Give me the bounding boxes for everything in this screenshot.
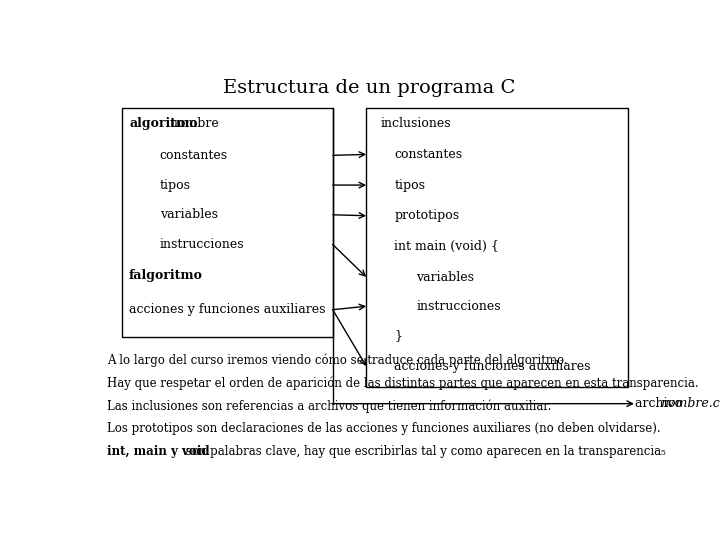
Text: Los prototipos son declaraciones de las acciones y funciones auxiliares (no debe: Los prototipos son declaraciones de las … — [107, 422, 660, 435]
Text: son palabras clave, hay que escribirlas tal y como aparecen en la transparencia₅: son palabras clave, hay que escribirlas … — [182, 446, 666, 458]
Text: instrucciones: instrucciones — [416, 300, 501, 313]
Text: Estructura de un programa C: Estructura de un programa C — [222, 79, 516, 97]
Text: falgoritmo: falgoritmo — [129, 269, 203, 282]
Text: archivo: archivo — [635, 397, 686, 410]
Text: Las inclusiones son referencias a archivos que tienen información auxiliar.: Las inclusiones son referencias a archiv… — [107, 400, 552, 413]
Text: int main (void) {: int main (void) { — [394, 240, 499, 253]
Text: int, main y void: int, main y void — [107, 446, 210, 458]
Text: acciones y funciones auxiliares: acciones y funciones auxiliares — [129, 303, 325, 316]
Text: Hay que respetar el orden de aparición de las distintas partes que aparecen en e: Hay que respetar el orden de aparición d… — [107, 377, 698, 390]
Text: acciones y funciones auxiliares: acciones y funciones auxiliares — [394, 360, 590, 373]
Text: variables: variables — [416, 271, 474, 284]
Text: tipos: tipos — [160, 179, 191, 192]
FancyBboxPatch shape — [366, 109, 629, 387]
Text: nombre.cpp: nombre.cpp — [660, 397, 720, 410]
Text: tipos: tipos — [394, 179, 425, 192]
Text: inclusiones: inclusiones — [380, 117, 451, 130]
Text: constantes: constantes — [160, 149, 228, 162]
Text: constantes: constantes — [394, 148, 462, 161]
FancyBboxPatch shape — [122, 109, 333, 337]
Text: prototipos: prototipos — [394, 209, 459, 222]
Text: instrucciones: instrucciones — [160, 238, 244, 251]
Text: }: } — [394, 329, 402, 342]
Text: variables: variables — [160, 208, 217, 221]
Text: nombre: nombre — [166, 117, 219, 130]
Text: algoritmo: algoritmo — [129, 117, 197, 130]
Text: A lo largo del curso iremos viendo cómo se traduce cada parte del algoritmo.: A lo largo del curso iremos viendo cómo … — [107, 354, 567, 367]
